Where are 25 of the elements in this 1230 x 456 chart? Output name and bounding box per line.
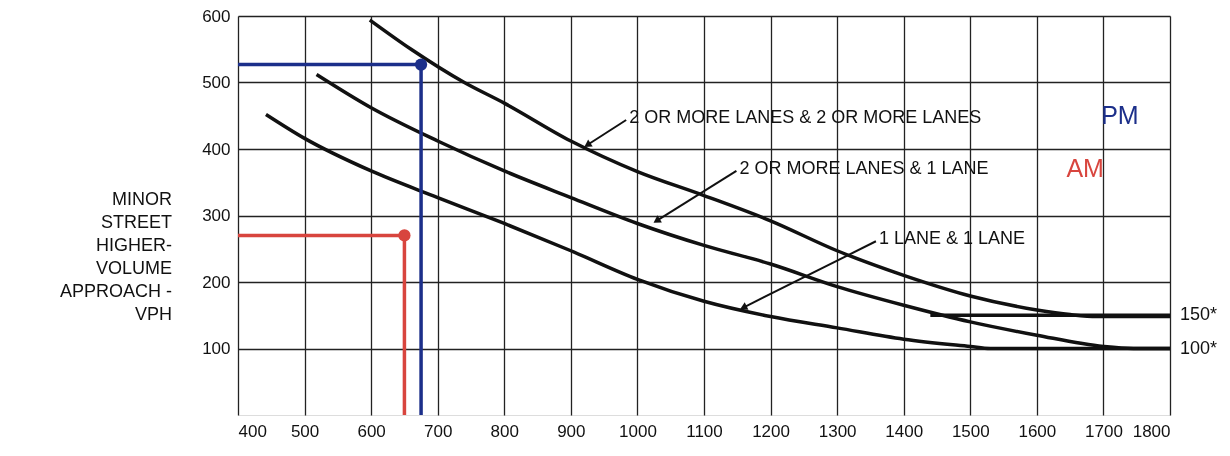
y-tick-label: 300 [202, 206, 231, 225]
y-axis-title: MINOR STREET HIGHER- VOLUME APPROACH - VPH [59, 189, 172, 324]
x-tick-label: 500 [290, 421, 320, 441]
x-tick-label: 800 [490, 421, 519, 441]
x-tick-label: 400 [238, 421, 267, 441]
annotation: 150* [1180, 304, 1218, 325]
x-tick-label: 1400 [885, 421, 924, 441]
x-tick-label: 1300 [818, 421, 857, 441]
annotation: 100* [1180, 337, 1218, 358]
x-tick-label: 600 [357, 421, 386, 441]
x-tick-label: 1200 [752, 421, 790, 441]
x-tick-label: 1800 [1132, 421, 1171, 441]
x-tick-label: 1100 [686, 421, 723, 441]
x-tick-label: 1700 [1085, 421, 1123, 441]
y-tick-label: 100 [202, 339, 231, 358]
x-tick-label: 1500 [951, 421, 990, 441]
y-tick-label: 200 [202, 272, 231, 292]
x-tick-label: 1000 [619, 421, 657, 441]
y-tick-label: 600 [202, 6, 231, 26]
text: AM [1066, 153, 1104, 182]
y-tick-label: 400 [202, 139, 231, 159]
x-tick-label: 1600 [1018, 421, 1057, 441]
x-tick-label: 700 [424, 421, 453, 441]
y-tick-label: 500 [202, 73, 231, 92]
x-tick-label: 900 [557, 421, 586, 441]
